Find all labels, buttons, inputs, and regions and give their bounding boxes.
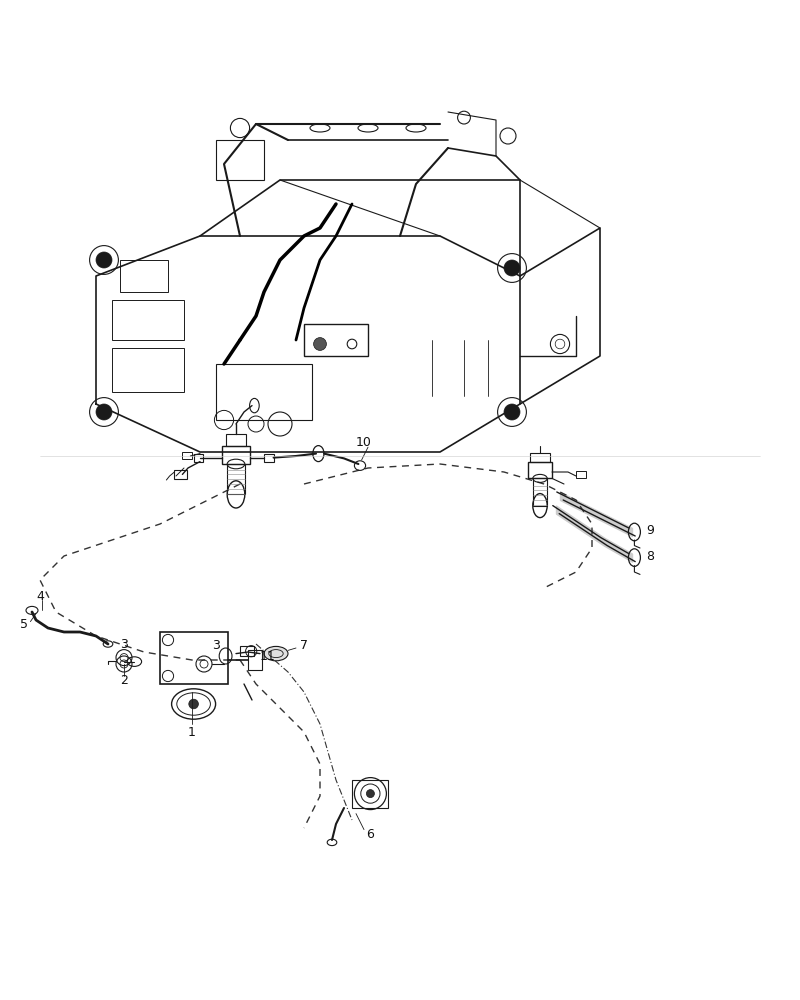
Bar bbox=[112, 348, 184, 392]
Text: 8: 8 bbox=[646, 550, 654, 562]
Circle shape bbox=[504, 404, 520, 420]
Bar bbox=[264, 454, 274, 462]
Circle shape bbox=[504, 260, 520, 276]
Bar bbox=[222, 446, 250, 464]
Bar bbox=[352, 780, 388, 808]
Bar bbox=[226, 434, 246, 446]
Bar bbox=[533, 478, 547, 506]
Bar bbox=[182, 452, 192, 459]
Bar bbox=[112, 300, 184, 340]
Bar bbox=[304, 324, 368, 356]
Bar bbox=[227, 464, 245, 494]
Circle shape bbox=[96, 252, 112, 268]
Text: 4: 4 bbox=[36, 589, 44, 602]
Circle shape bbox=[189, 699, 198, 709]
Bar bbox=[530, 453, 550, 462]
Bar bbox=[174, 470, 187, 479]
Text: 6: 6 bbox=[366, 828, 374, 841]
Text: 2: 2 bbox=[120, 674, 128, 686]
Circle shape bbox=[366, 790, 374, 798]
Bar bbox=[528, 462, 552, 478]
Text: 5: 5 bbox=[20, 617, 28, 631]
Text: 3: 3 bbox=[212, 639, 220, 652]
Text: 9: 9 bbox=[646, 524, 654, 537]
Text: 11: 11 bbox=[260, 650, 276, 662]
Ellipse shape bbox=[264, 646, 288, 661]
Circle shape bbox=[314, 338, 326, 350]
Text: 10: 10 bbox=[356, 436, 372, 449]
Bar bbox=[248, 650, 262, 670]
Bar bbox=[194, 454, 203, 462]
Circle shape bbox=[96, 404, 112, 420]
Text: 7: 7 bbox=[300, 639, 308, 652]
Text: 1: 1 bbox=[188, 726, 196, 738]
Bar bbox=[160, 632, 228, 684]
Bar bbox=[216, 140, 264, 180]
Bar bbox=[216, 364, 312, 420]
Text: 3: 3 bbox=[120, 638, 128, 650]
Bar bbox=[120, 260, 168, 292]
Bar bbox=[576, 471, 586, 478]
Bar bbox=[240, 646, 254, 656]
